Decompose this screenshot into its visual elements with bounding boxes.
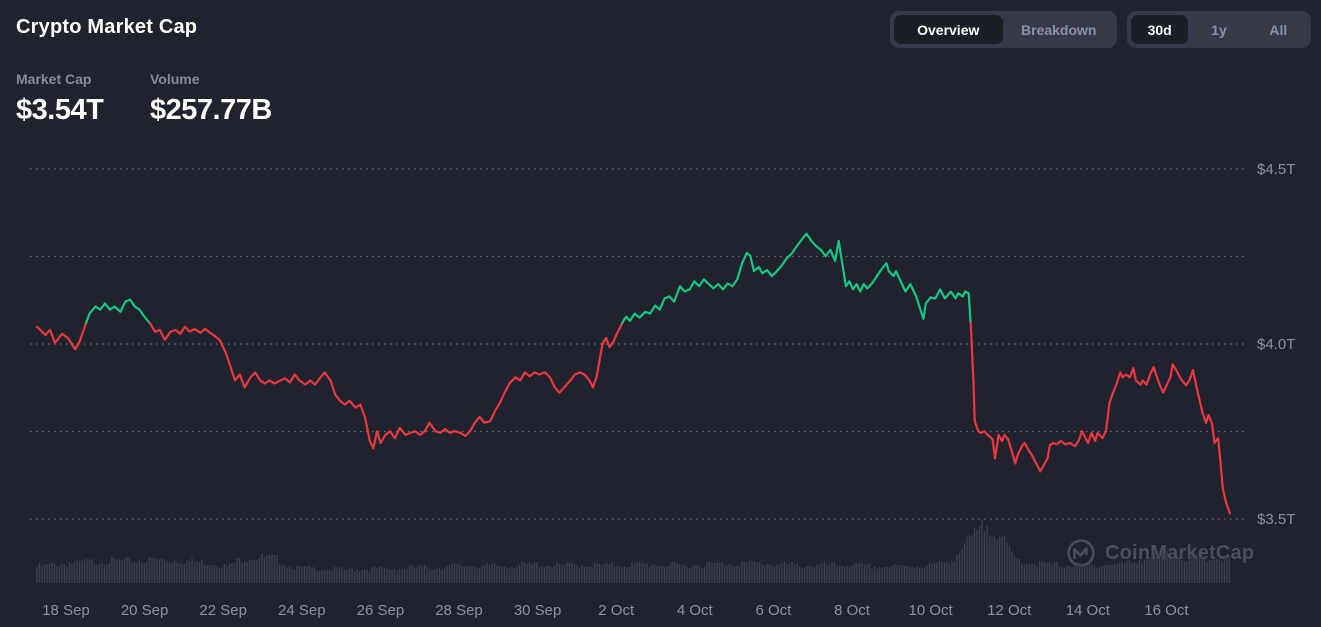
y-axis-label: $4.0T [1257,336,1295,353]
price-line-up-segment [621,232,972,325]
market-cap-label: Market Cap [16,71,92,87]
page-title: Crypto Market Cap [16,16,198,38]
y-axis-label: $3.5T [1257,511,1295,528]
x-tick-label: 28 Sep [435,602,483,619]
volume-stat: Volume $257.77B [150,71,272,127]
price-line-down-segment [35,321,88,351]
x-tick-label: 14 Oct [1066,602,1111,619]
x-tick-label: 20 Sep [121,602,169,619]
range-1y-button[interactable]: 1y [1190,15,1247,44]
x-tick-label: 10 Oct [909,602,954,619]
price-line-down-segment [969,321,1232,515]
range-toggle-group: 30d 1y All [1127,11,1311,48]
x-tick-label: 30 Sep [514,602,562,619]
x-tick-label: 16 Oct [1144,602,1189,619]
market-cap-stat: Market Cap $3.54T [16,71,104,127]
y-axis-label: $4.5T [1257,161,1295,178]
market-cap-value: $3.54T [16,94,104,126]
x-tick-label: 2 Oct [598,602,635,619]
range-all-button[interactable]: All [1250,15,1307,44]
volume-value: $257.77B [150,94,272,126]
x-tick-label: 6 Oct [755,602,792,619]
tab-overview[interactable]: Overview [894,15,1003,44]
x-tick-label: 4 Oct [677,602,714,619]
view-toggle-group: Overview Breakdown [890,11,1117,48]
price-line-up-segment [85,298,151,325]
volume-bars [36,519,1231,583]
x-tick-label: 18 Sep [42,602,90,619]
x-tick-label: 24 Sep [278,602,326,619]
volume-label: Volume [150,71,200,87]
x-tick-label: 22 Sep [199,602,247,619]
x-tick-label: 8 Oct [834,602,871,619]
range-30d-button[interactable]: 30d [1131,15,1189,44]
x-tick-label: 12 Oct [987,602,1032,619]
tab-breakdown[interactable]: Breakdown [1005,15,1114,44]
x-tick-label: 26 Sep [357,602,405,619]
price-line-down-segment [148,321,624,450]
